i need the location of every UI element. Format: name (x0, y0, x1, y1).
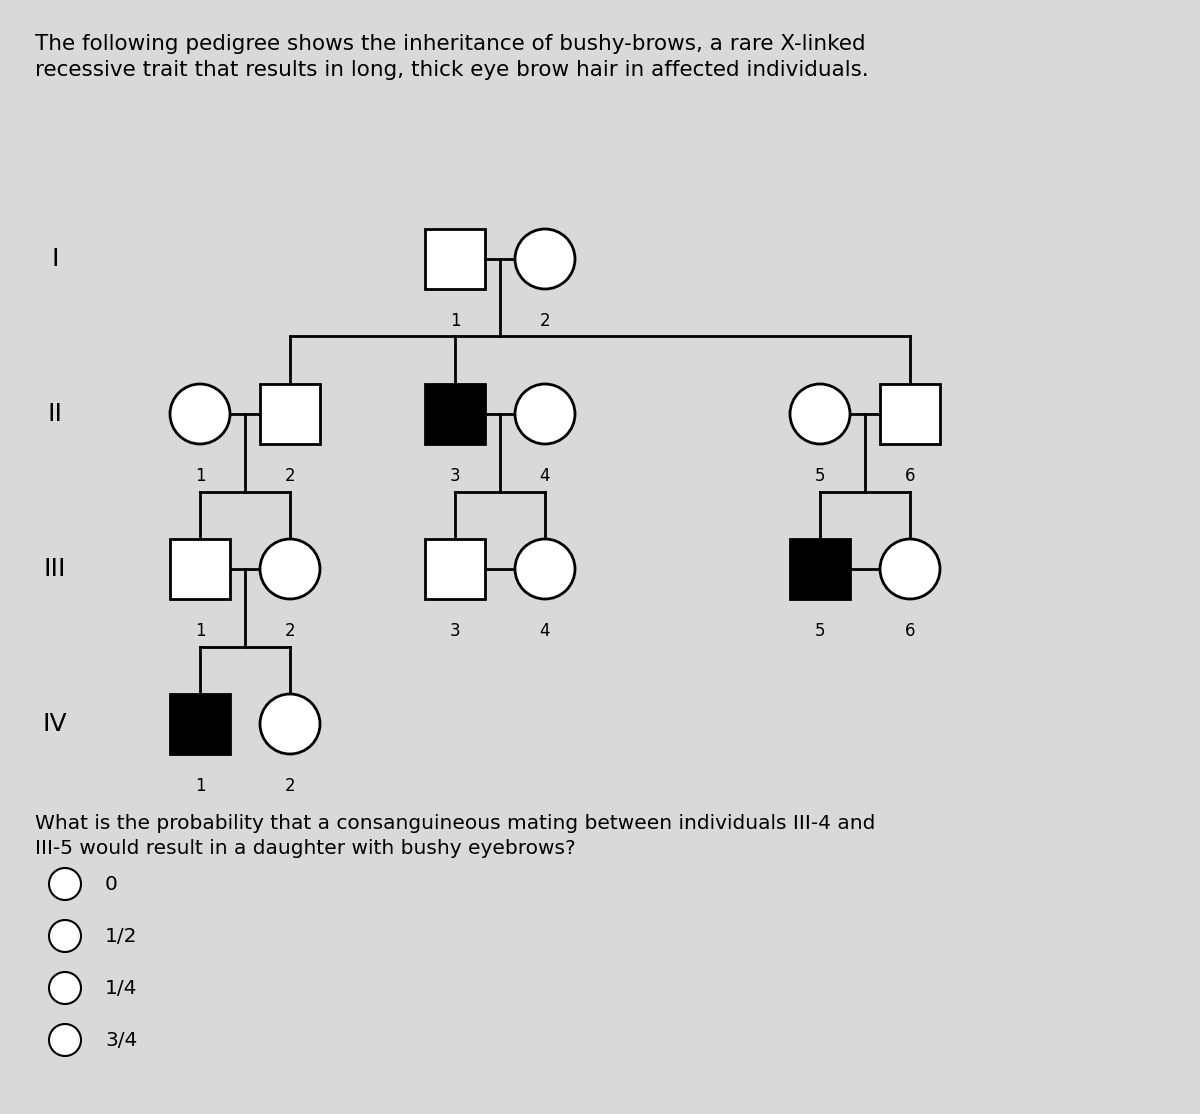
Text: 1: 1 (194, 622, 205, 639)
Text: 1/2: 1/2 (106, 927, 138, 946)
Text: 0: 0 (106, 874, 118, 893)
Text: IV: IV (43, 712, 67, 736)
Text: III: III (43, 557, 66, 582)
Circle shape (790, 384, 850, 444)
Text: 6: 6 (905, 622, 916, 639)
Text: 3: 3 (450, 622, 461, 639)
Bar (425, 539, 485, 599)
Circle shape (170, 384, 230, 444)
Circle shape (49, 920, 82, 952)
Text: 4: 4 (540, 622, 551, 639)
Bar (260, 384, 320, 444)
Text: 4: 4 (540, 467, 551, 485)
Text: 6: 6 (905, 467, 916, 485)
Circle shape (515, 539, 575, 599)
Text: 5: 5 (815, 467, 826, 485)
Text: 3/4: 3/4 (106, 1030, 137, 1049)
Text: 2: 2 (284, 776, 295, 794)
Circle shape (49, 868, 82, 900)
Text: 1: 1 (194, 467, 205, 485)
Circle shape (49, 973, 82, 1004)
Circle shape (260, 539, 320, 599)
Text: 2: 2 (284, 467, 295, 485)
Text: 1/4: 1/4 (106, 978, 138, 997)
Bar (170, 539, 230, 599)
Text: The following pedigree shows the inheritance of bushy-brows, a rare X-linked
rec: The following pedigree shows the inherit… (35, 35, 869, 80)
Text: 2: 2 (284, 622, 295, 639)
Text: 1: 1 (194, 776, 205, 794)
Text: II: II (48, 402, 62, 426)
Circle shape (49, 1024, 82, 1056)
Circle shape (880, 539, 940, 599)
Text: I: I (52, 247, 59, 271)
Text: 1: 1 (450, 312, 461, 330)
Text: 5: 5 (815, 622, 826, 639)
Bar (170, 694, 230, 754)
Bar (880, 384, 940, 444)
Circle shape (260, 694, 320, 754)
Text: 3: 3 (450, 467, 461, 485)
Circle shape (515, 229, 575, 289)
Bar (790, 539, 850, 599)
Bar (425, 384, 485, 444)
Circle shape (515, 384, 575, 444)
Bar (425, 229, 485, 289)
Text: What is the probability that a consanguineous mating between individuals III-4 a: What is the probability that a consangui… (35, 814, 875, 858)
Text: 2: 2 (540, 312, 551, 330)
